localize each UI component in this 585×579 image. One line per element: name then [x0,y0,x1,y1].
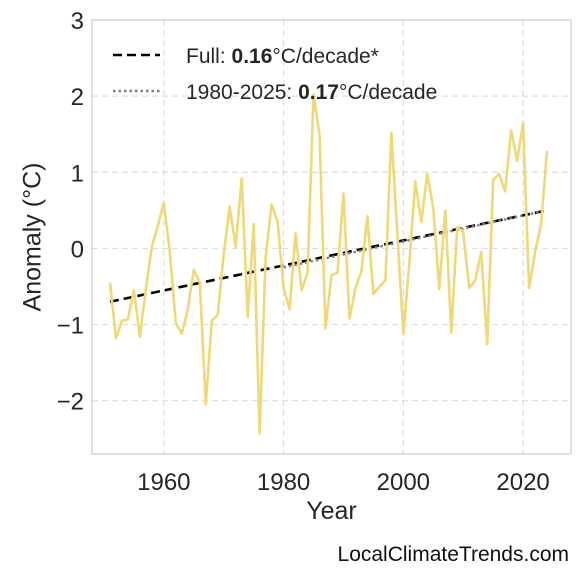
trend-line-full [109,209,548,303]
legend-suffix: °C/decade [339,81,437,104]
x-axis-label: Year [306,497,357,525]
x-tick-label: 2020 [496,469,549,496]
legend-rate: 0.16 [232,45,273,68]
legend-prefix: Full: [186,45,232,68]
y-tick-label: 3 [71,8,84,35]
legend: Full: 0.16°C/decade*1980-2025: 0.17°C/de… [113,45,437,104]
y-tick-label: −1 [57,313,84,340]
x-tick-label: 1960 [137,469,190,496]
series-line-anomaly [108,93,549,435]
y-tick-label: −2 [57,389,84,416]
y-tick-label: 0 [71,236,84,263]
plot-area [91,19,572,455]
series-group [108,93,549,435]
x-tick-label: 2000 [377,469,430,496]
legend-entry-recent: 1980-2025: 0.17°C/decade [186,81,437,104]
y-tick-label: 1 [71,160,84,187]
x-tick-label: 1980 [257,469,310,496]
legend-entry-full: Full: 0.16°C/decade* [186,45,379,68]
watermark: LocalClimateTrends.com [337,543,569,566]
y-tick-label: 2 [71,84,84,111]
grid-lines [92,19,571,454]
legend-rate: 0.17 [298,81,339,104]
trend-line-recent [283,209,548,269]
x-axis-ticks: 1960 1980 2000 2020 [137,469,550,496]
y-axis-ticks: 3 2 1 0 −1 −2 [57,8,84,416]
trend-lines [109,209,548,303]
legend-prefix: 1980-2025: [186,81,298,104]
legend-suffix: °C/decade* [272,45,378,68]
y-axis-label: Anomaly (°C) [19,163,47,312]
